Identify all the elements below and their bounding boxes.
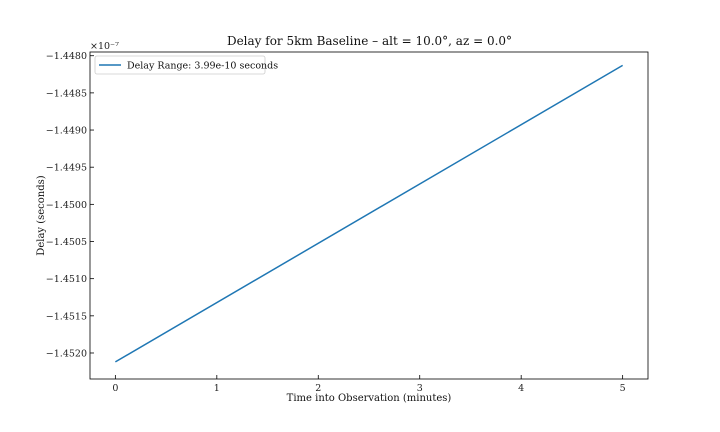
y-tick-label: −1.4520 xyxy=(46,348,87,359)
y-tick-label: −1.4505 xyxy=(46,237,87,248)
legend-box xyxy=(94,55,266,75)
legend: Delay Range: 3.99e-10 seconds xyxy=(94,55,278,75)
chart-title: Delay for 5km Baseline – alt = 10.0°, az… xyxy=(227,34,512,48)
x-axis-ticks: 0 1 2 3 4 5 xyxy=(112,375,626,394)
plot-area-frame xyxy=(89,51,649,380)
x-axis-label: Time into Observation (minutes) xyxy=(287,393,452,404)
y-axis-label: Delay (seconds) xyxy=(36,175,47,255)
y-tick-label: −1.4480 xyxy=(46,51,87,62)
x-tick-label: 1 xyxy=(214,383,220,394)
y-offset-text: ×10⁻⁷ xyxy=(90,41,119,52)
y-tick-label: −1.4515 xyxy=(46,311,87,322)
x-tick-label: 5 xyxy=(620,383,626,394)
x-tick-label: 4 xyxy=(518,383,524,394)
x-tick-label: 2 xyxy=(315,383,321,394)
x-tick-label: 3 xyxy=(417,383,423,394)
series-line-0 xyxy=(114,64,624,363)
y-axis-ticks: −1.4520 −1.4515 −1.4510 −1.4505 −1.4500 −1.44… xyxy=(46,51,94,359)
x-tick-label: 0 xyxy=(112,383,118,394)
y-tick-label: −1.4500 xyxy=(46,200,87,211)
y-tick-label: −1.4485 xyxy=(46,88,87,99)
y-tick-label: −1.4490 xyxy=(46,126,87,137)
legend-label-delay-range: Delay Range: 3.99e-10 seconds xyxy=(127,61,278,72)
y-tick-label: −1.4495 xyxy=(46,163,87,174)
series-layer xyxy=(114,64,624,363)
y-tick-label: −1.4510 xyxy=(46,274,87,285)
